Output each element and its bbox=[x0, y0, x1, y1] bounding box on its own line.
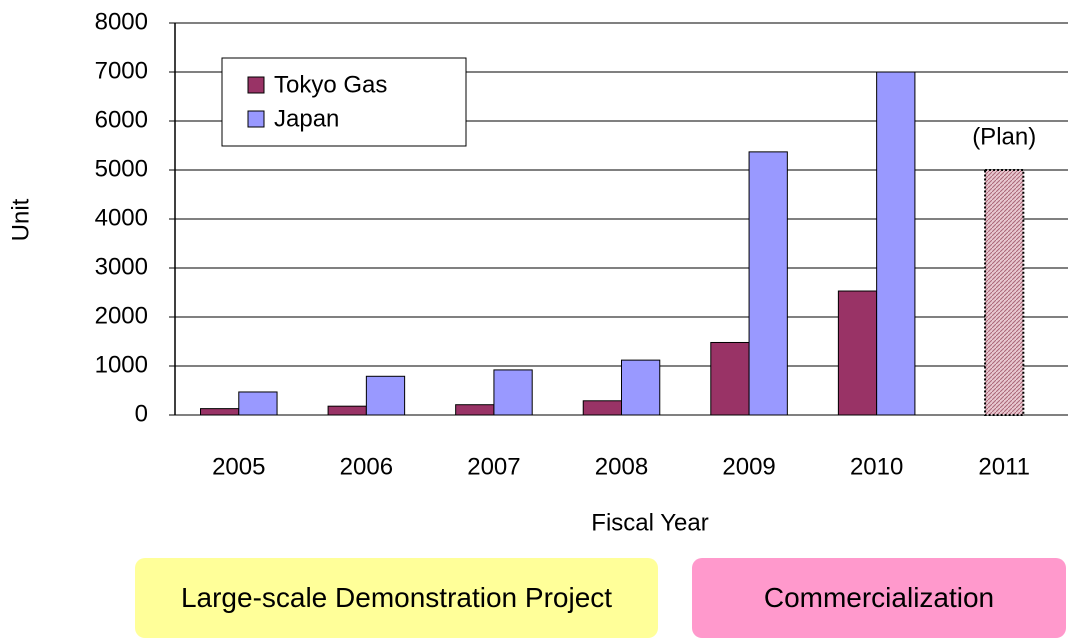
y-axis-label: Unit bbox=[7, 198, 34, 241]
phase-label: Commercialization bbox=[763, 582, 995, 613]
y-tick-label: 2000 bbox=[95, 302, 148, 329]
bar bbox=[327, 405, 367, 416]
legend-label: Tokyo Gas bbox=[274, 71, 387, 98]
chart: Fiscal Year Unit 0 1000 2000 3000 4000 5000 60… bbox=[7, 8, 1068, 536]
y-tick-label: 1000 bbox=[95, 351, 148, 378]
x-tick-label: 2011 bbox=[978, 453, 1030, 480]
bar bbox=[710, 341, 750, 416]
bar bbox=[876, 71, 916, 416]
bar bbox=[582, 400, 623, 416]
legend-box bbox=[221, 57, 467, 147]
bar bbox=[837, 290, 878, 416]
annotation: (Plan) bbox=[972, 123, 1036, 150]
x-tick-label: 2005 bbox=[212, 453, 265, 480]
bar bbox=[238, 391, 278, 416]
legend-label: Japan bbox=[274, 105, 339, 132]
y-tick-label: 0 bbox=[135, 400, 148, 427]
y-tick-label: 7000 bbox=[95, 57, 148, 84]
y-tick-label: 3000 bbox=[95, 253, 148, 280]
x-tick-label: 2008 bbox=[595, 453, 648, 480]
y-tick-label: 5000 bbox=[95, 155, 148, 182]
x-tick-label: 2007 bbox=[467, 453, 520, 480]
phase-box: Commercialization bbox=[692, 558, 1066, 638]
plan-bar bbox=[984, 169, 1025, 416]
legend-swatch bbox=[247, 110, 265, 128]
bar bbox=[748, 151, 788, 416]
bar bbox=[455, 404, 495, 416]
y-tick-label: 4000 bbox=[95, 204, 148, 231]
x-tick-label: 2009 bbox=[722, 453, 775, 480]
bar bbox=[200, 408, 240, 416]
legend-swatch bbox=[247, 76, 265, 94]
x-tick-label: 2010 bbox=[850, 453, 903, 480]
bar bbox=[621, 359, 661, 416]
bar bbox=[365, 375, 406, 416]
phase-label: Large-scale Demonstration Project bbox=[180, 582, 613, 613]
y-tick-label: 6000 bbox=[95, 106, 148, 133]
y-tick-label: 8000 bbox=[95, 8, 148, 35]
x-axis-label: Fiscal Year bbox=[591, 509, 708, 536]
bar bbox=[493, 369, 533, 416]
phase-box: Large-scale Demonstration Project bbox=[135, 558, 658, 638]
x-tick-label: 2006 bbox=[340, 453, 393, 480]
